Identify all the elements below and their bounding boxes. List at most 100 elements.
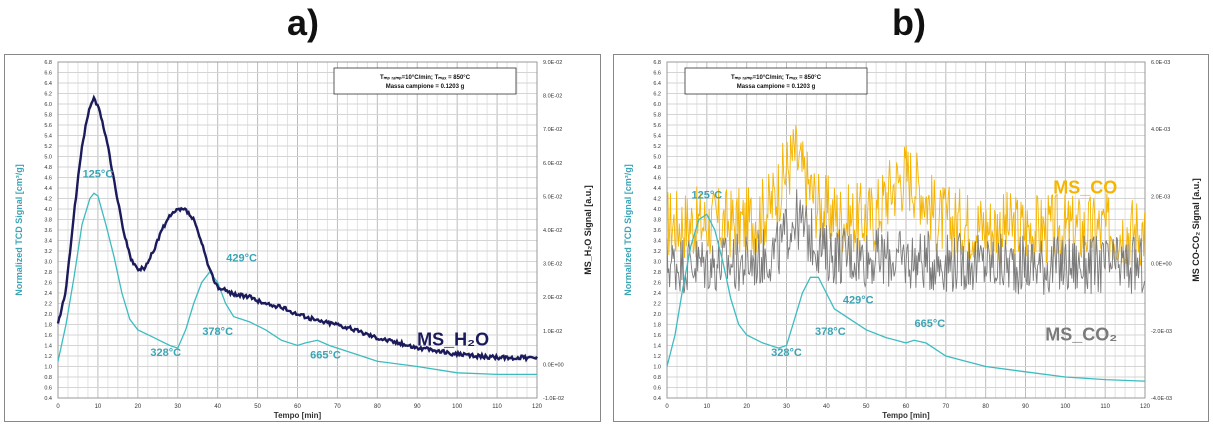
a-xtick-label: 40: [214, 404, 221, 410]
a-y2tick-label: 7.0E-02: [543, 127, 562, 133]
a-y2tick-label: -1.0E-02: [543, 396, 564, 402]
b-xtick-label: 40: [823, 404, 830, 410]
a-y2tick-label: 4.0E-02: [543, 228, 562, 234]
b-xtick-label: 110: [1100, 404, 1110, 410]
b-ytick-label: 1.0: [653, 365, 661, 371]
a-ytick-label: 1.0: [44, 365, 52, 371]
a-ytick-label: 5.2: [44, 144, 52, 150]
a-ytick-label: 3.2: [44, 249, 52, 255]
b-ytick-label: 1.4: [653, 344, 661, 350]
panel-label-b: b): [892, 2, 926, 43]
b-ytick-label: 6.2: [653, 92, 661, 98]
b-y2label: MS CO-CO₂ Signal [a.u.]: [1191, 178, 1201, 282]
b-series-line-tcd: [666, 213, 1146, 382]
b-ytick-label: 6.0: [653, 102, 661, 108]
a-annotation-665c: 665°C: [310, 350, 341, 362]
b-xtick-label: 20: [743, 404, 750, 410]
b-ylabel: Normalized TCD Signal [cm³/g]: [623, 164, 633, 296]
b-annotation-378c: 378°C: [815, 326, 846, 338]
b-ytick-label: 4.6: [653, 176, 661, 182]
b-ytick-label: 3.4: [653, 239, 661, 245]
a-xtick-label: 10: [95, 404, 102, 410]
a-ytick-label: 3.0: [44, 260, 52, 266]
b-infobox: [684, 67, 868, 95]
b-plot-border: [666, 61, 1146, 399]
a-ytick-label: 6.2: [44, 92, 52, 98]
b-ytick-label: 1.2: [653, 354, 661, 360]
a-ytick-label: 2.0: [44, 312, 52, 318]
a-ytick-label: 2.4: [44, 291, 52, 297]
b-infobox-line1: Tₘₚ ᵣₐₘₚ=10°C/min; Tₘₐₓ = 850°C: [731, 75, 822, 81]
b-annotation-328c: 328°C: [771, 347, 802, 359]
chart-b: 0.4 0.6 0.8 1.0 1.2 1.4 1.6 1.8 2.0 2.2 2.4 2.6 2.8 3…: [613, 54, 1209, 422]
b-ytick-label: 4.2: [653, 197, 661, 203]
a-ytick-label: 6.6: [44, 71, 52, 77]
a-plot-area: [56, 61, 539, 399]
b-xtick-label: 60: [903, 404, 910, 410]
b-ytick-label: 2.8: [653, 270, 661, 276]
b-ytick-label: 5.4: [653, 134, 661, 140]
a-infobox-line2: Massa campione = 0.1203 g: [386, 84, 465, 90]
b-xtick-label: 90: [1022, 404, 1029, 410]
b-annotation-665c: 665°C: [915, 318, 946, 330]
b-annotation-125c: 125°C: [691, 190, 722, 202]
b-ytick-label: 5.8: [653, 113, 661, 119]
b-ytick-label: 3.0: [653, 260, 661, 266]
b-plot-area: [666, 61, 1146, 399]
a-y2tick-label: 3.0E-02: [543, 262, 562, 268]
a-series-line-tcd: [57, 192, 537, 376]
b-y2tick-label: 2.0E-03: [1151, 194, 1170, 200]
a-ytick-label: 4.8: [44, 165, 52, 171]
a-xtick-label: 90: [414, 404, 421, 410]
b-xtick-label: 50: [863, 404, 870, 410]
b-annotation-msco: MS_CO: [1053, 177, 1117, 197]
a-ytick-label: 4.0: [44, 207, 52, 213]
a-xtick-label: 80: [374, 404, 381, 410]
b-y2tick-label: 4.0E-03: [1151, 127, 1170, 133]
b-xtick-label: 0: [665, 404, 669, 410]
b-xtick-label: 100: [1060, 404, 1071, 410]
a-ytick-label: 5.8: [44, 113, 52, 119]
b-ytick-label: 3.2: [653, 249, 661, 255]
b-xtick-label: 10: [703, 404, 710, 410]
a-annotation-328c: 328°C: [150, 347, 181, 359]
a-ytick-label: 5.0: [44, 155, 52, 161]
a-ytick-label: 4.4: [44, 186, 52, 192]
b-ytick-label: 0.6: [653, 386, 661, 392]
a-xtick-label: 30: [174, 404, 181, 410]
chart-a: 0.4 0.6 0.8 1.0 1.2 1.4 1.6 1.8 2.0 2.2 2.4 2.6 2.8 3…: [4, 54, 601, 422]
a-xtick-label: 120: [532, 404, 543, 410]
a-ytick-label: 1.8: [44, 323, 52, 329]
a-ytick-label: 2.2: [44, 302, 52, 308]
b-ytick-label: 4.0: [653, 207, 661, 213]
b-ytick-label: 4.4: [653, 186, 661, 192]
a-y2tick-label: 0.0E+00: [543, 362, 564, 368]
a-ytick-label: 3.8: [44, 218, 52, 224]
b-y2tick-label: 6.0E-03: [1151, 60, 1170, 66]
b-ytick-label: 5.6: [653, 123, 661, 129]
a-xtick-label: 60: [294, 404, 301, 410]
b-annotation-msco: MS_CO₂: [1045, 324, 1117, 344]
a-y2tick-label: 5.0E-02: [543, 194, 562, 200]
a-ytick-label: 1.2: [44, 354, 52, 360]
b-annotation-429c: 429°C: [843, 295, 874, 307]
a-y2tick-label: 8.0E-02: [543, 94, 562, 100]
b-ytick-label: 1.8: [653, 323, 661, 329]
a-ytick-label: 6.4: [44, 81, 52, 87]
a-annotation-125c: 125°C: [83, 169, 114, 181]
a-y2tick-label: 1.0E-02: [543, 329, 562, 335]
b-y2tick-label: -2.0E-03: [1151, 329, 1172, 335]
a-infobox-line1: Tₘₚ ᵣₐₘₚ=10°C/min; Tₘₐₓ = 850°C: [380, 75, 471, 81]
a-xtick-label: 100: [452, 404, 463, 410]
a-ytick-label: 6.0: [44, 102, 52, 108]
b-ytick-label: 2.6: [653, 281, 661, 287]
b-ytick-label: 1.6: [653, 333, 661, 339]
panel-label-a: a): [287, 2, 320, 43]
b-ytick-label: 2.0: [653, 312, 661, 318]
a-ytick-label: 4.2: [44, 197, 52, 203]
b-infobox-line2: Massa campione = 0.1203 g: [737, 84, 816, 90]
a-ytick-label: 6.8: [44, 60, 52, 66]
b-ytick-label: 4.8: [653, 165, 661, 171]
b-xtick-label: 30: [783, 404, 790, 410]
a-ytick-label: 2.6: [44, 281, 52, 287]
